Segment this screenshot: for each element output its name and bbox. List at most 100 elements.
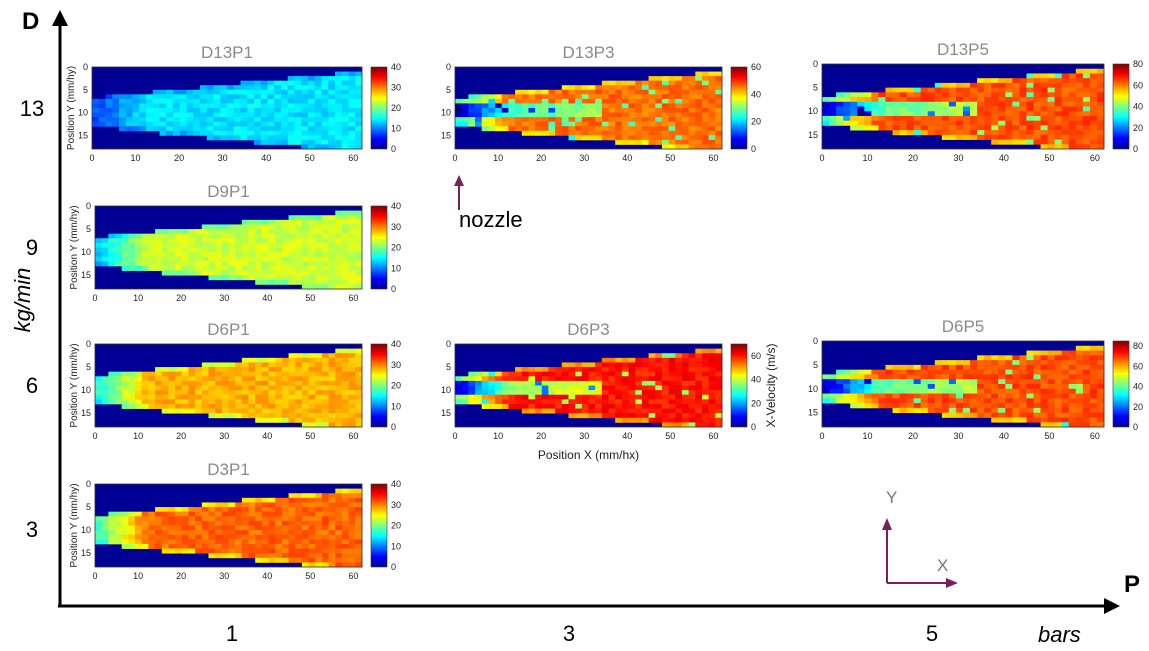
heatmap-cell (135, 511, 143, 517)
heatmap-cell (355, 238, 363, 244)
heatmap-cell (241, 371, 249, 377)
heatmap-cell (864, 369, 872, 375)
heatmap-cell (843, 374, 851, 380)
heatmap-cell (822, 97, 830, 103)
heatmap-cell (108, 261, 116, 267)
heatmap-cell (608, 399, 616, 405)
heatmap-cell (301, 242, 309, 248)
heatmap-cell (998, 393, 1006, 399)
heatmap-cell (308, 385, 316, 391)
heatmap-cell (906, 92, 915, 98)
heatmap-cell (193, 121, 201, 127)
heatmap-cell (328, 85, 336, 91)
heatmap-cell (188, 376, 196, 382)
heatmap-cell (1082, 388, 1091, 394)
heatmap-cell (977, 87, 985, 93)
heatmap-cell (315, 215, 323, 221)
heatmap-cell (186, 103, 194, 109)
heatmap-cell (621, 413, 629, 419)
heatmap-cell (1026, 398, 1034, 404)
heatmap-cell (294, 94, 302, 100)
heatmap-cell (161, 511, 169, 517)
heatmap-cell (168, 548, 176, 554)
heatmap-cell (655, 139, 663, 145)
heatmap-cell (1075, 139, 1084, 145)
heatmap-cell (168, 534, 176, 540)
heatmap-cell (92, 108, 100, 113)
heatmap-cell (135, 525, 143, 531)
heatmap-cell (1040, 403, 1048, 409)
heatmap-cell (281, 242, 289, 248)
heatmap-cell (146, 94, 154, 100)
heatmap-cell (892, 120, 900, 126)
heatmap-cell (1068, 398, 1077, 404)
heatmap-cell (208, 362, 216, 368)
heatmap-cell (301, 422, 309, 428)
heatmap-cell (1082, 68, 1091, 74)
heatmap-cell (871, 403, 879, 409)
heatmap-cell (1033, 364, 1041, 371)
y-tick-label: 5 (446, 362, 451, 372)
heatmap-cell (348, 357, 356, 363)
heatmap-cell (135, 403, 143, 409)
heatmap-cell (195, 261, 203, 267)
heatmap-cell (850, 403, 858, 409)
heatmap-cell (588, 85, 596, 91)
heatmap-cell (885, 92, 893, 98)
heatmap-cell (128, 238, 136, 244)
heatmap-cell (128, 511, 136, 517)
heatmap-cell (701, 71, 710, 77)
heatmap-cell (321, 548, 330, 554)
heatmap-cell (301, 256, 309, 262)
heatmap-cell (275, 367, 283, 373)
heatmap-cell (105, 98, 113, 104)
heatmap-cell (132, 121, 140, 127)
heatmap-cell (315, 247, 323, 253)
heatmap-cell (335, 144, 343, 150)
heatmap-cell (161, 247, 169, 253)
heatmap-cell (675, 399, 683, 405)
heatmap-cell (335, 530, 343, 536)
heatmap-cell (1040, 92, 1048, 98)
heatmap-cell (481, 399, 489, 405)
heatmap-cell (121, 390, 129, 396)
heatmap-cell (899, 393, 907, 399)
heatmap-cell (95, 238, 103, 244)
heatmap-cell (268, 229, 276, 235)
heatmap-cell (906, 398, 915, 404)
heatmap-cell (175, 238, 183, 244)
heatmap-cell (681, 135, 690, 141)
heatmap-cell (281, 275, 289, 281)
heatmap-cell (661, 144, 669, 150)
heatmap-cell (201, 548, 209, 554)
heatmap-cell (348, 219, 356, 225)
heatmap-cell (248, 275, 256, 281)
heatmap-cell (95, 242, 103, 248)
heatmap-cell (255, 408, 263, 414)
heatmap-cell (287, 98, 295, 104)
heatmap-cell (301, 270, 309, 276)
heatmap-cell (228, 380, 236, 386)
heatmap-cell (301, 98, 309, 104)
heatmap-cell (275, 242, 283, 248)
heatmap-cell (141, 511, 149, 517)
heatmap-cell (977, 92, 985, 98)
heatmap-cell (247, 121, 255, 127)
heatmap-cell (635, 89, 643, 95)
heatmap-cell (461, 399, 469, 405)
heatmap-cell (288, 215, 296, 221)
heatmap-cell (213, 121, 221, 127)
heatmap-cell (274, 130, 282, 136)
heatmap-cell (588, 408, 596, 414)
heatmap-cell (906, 403, 915, 409)
heatmap-cell (1026, 350, 1034, 356)
heatmap-cell (648, 135, 656, 141)
heatmap-cell (348, 511, 356, 517)
heatmap-cell (885, 369, 893, 375)
heatmap-cell (621, 121, 629, 127)
heatmap-cell (220, 94, 228, 100)
heatmap-cell (635, 417, 643, 423)
plot-frame-d6p5 (821, 340, 1105, 428)
heatmap-cell (715, 362, 723, 368)
